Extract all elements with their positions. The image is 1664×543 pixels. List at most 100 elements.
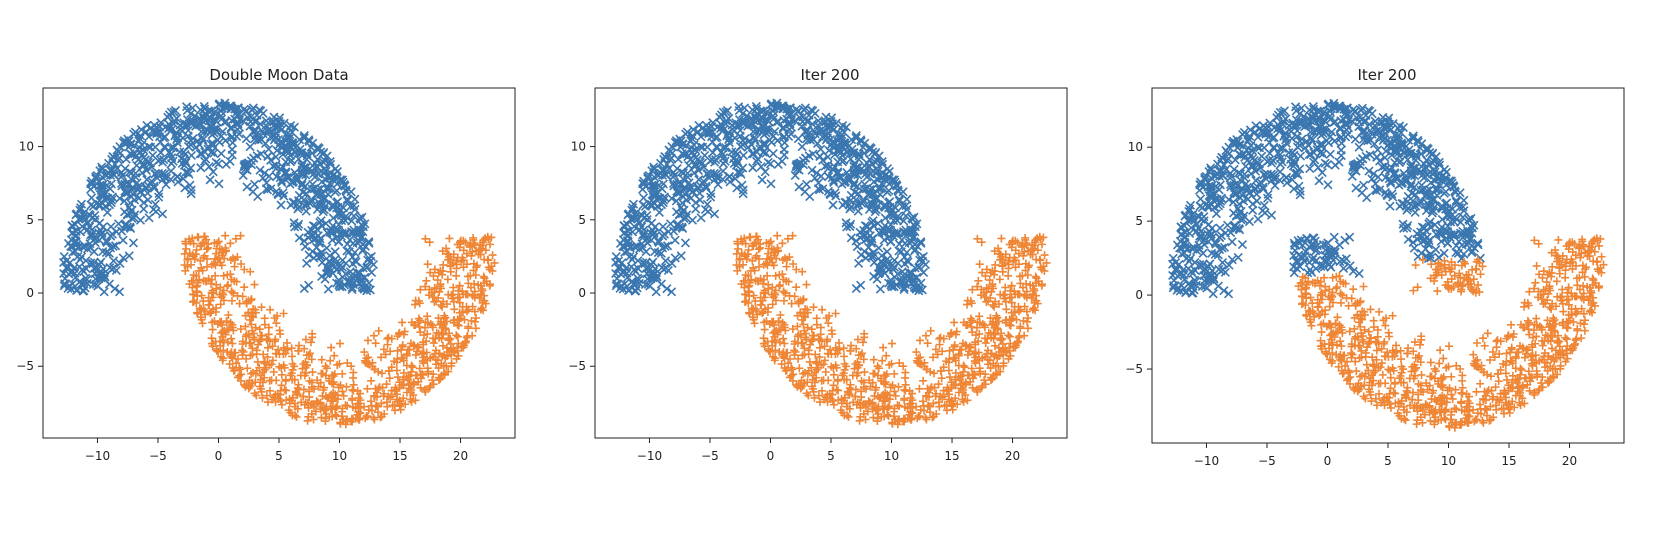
data-point: [755, 243, 764, 252]
data-point: [1183, 264, 1193, 274]
data-point: [120, 179, 130, 189]
data-point: [130, 195, 140, 205]
data-point: [299, 200, 309, 210]
data-point: [293, 221, 303, 232]
data-point: [328, 213, 338, 223]
data-point: [793, 134, 803, 144]
data-point: [304, 250, 314, 260]
data-point: [779, 296, 788, 305]
data-point: [878, 356, 887, 365]
data-point: [208, 325, 217, 334]
data-point: [133, 155, 143, 165]
data-point: [330, 254, 340, 264]
data-point: [696, 213, 706, 223]
data-point: [199, 101, 209, 111]
data-point: [91, 279, 101, 289]
data-point: [248, 127, 258, 137]
data-point: [486, 240, 495, 249]
data-point: [314, 238, 325, 248]
data-point: [882, 247, 892, 257]
data-point: [325, 157, 335, 167]
data-point: [214, 237, 223, 246]
data-point: [273, 190, 283, 200]
data-point: [337, 282, 347, 292]
data-point: [239, 160, 250, 170]
data-point: [452, 271, 461, 280]
data-point: [98, 247, 108, 257]
data-point: [828, 200, 838, 210]
data-point: [149, 183, 159, 193]
data-point: [324, 256, 334, 266]
data-point: [186, 185, 196, 195]
data-point: [156, 118, 166, 128]
data-point: [76, 199, 87, 209]
data-point: [245, 142, 255, 152]
data-point: [345, 201, 356, 212]
data-point: [712, 143, 722, 153]
data-point: [76, 227, 86, 237]
data-point: [330, 351, 339, 360]
data-point: [780, 339, 789, 348]
data-point: [275, 119, 286, 129]
data-point: [790, 170, 800, 180]
data-point: [332, 224, 342, 235]
data-point: [995, 275, 1004, 284]
data-point: [915, 384, 924, 393]
data-point: [302, 151, 312, 161]
data-point: [695, 195, 705, 205]
data-point: [974, 276, 983, 285]
data-point: [67, 242, 77, 252]
data-point: [154, 192, 164, 202]
data-point: [860, 368, 869, 377]
data-point: [902, 194, 912, 204]
x-tick-label: 0: [767, 449, 775, 463]
data-point: [226, 239, 235, 248]
data-point: [366, 251, 376, 262]
data-point: [333, 197, 343, 207]
data-point: [1431, 245, 1441, 255]
x-tick-label: 15: [392, 449, 407, 463]
data-point: [327, 228, 337, 238]
data-point: [1223, 220, 1233, 230]
data-point: [269, 368, 278, 377]
data-point: [136, 131, 146, 141]
data-point: [294, 154, 304, 164]
data-point: [279, 191, 289, 201]
x-tick-label: 5: [275, 449, 283, 463]
data-point: [363, 384, 372, 393]
data-point: [779, 150, 789, 160]
data-point: [216, 111, 226, 121]
data-point: [931, 345, 940, 354]
data-point: [166, 159, 177, 169]
data-point: [844, 412, 853, 421]
data-point: [1351, 183, 1361, 193]
data-point: [86, 243, 96, 253]
data-point: [347, 282, 357, 293]
data-point: [175, 147, 185, 157]
data-point: [242, 182, 252, 192]
data-point: [252, 346, 261, 355]
data-point: [778, 124, 788, 134]
data-point: [371, 339, 380, 348]
data-point: [266, 305, 275, 314]
data-point: [299, 284, 309, 294]
iter-200-middle-title: Iter 200: [800, 66, 859, 84]
data-point: [787, 371, 796, 380]
data-point: [812, 314, 821, 323]
data-point: [290, 222, 300, 232]
data-point: [816, 171, 826, 181]
data-point: [802, 280, 811, 289]
data-point: [187, 103, 198, 113]
data-point: [338, 272, 348, 282]
data-point: [882, 351, 891, 360]
data-point: [900, 394, 909, 403]
data-point: [266, 126, 276, 136]
data-point: [87, 193, 97, 203]
data-point: [69, 263, 79, 273]
data-point: [68, 221, 78, 231]
data-point: [829, 370, 838, 379]
data-point: [446, 334, 455, 343]
data-point: [298, 187, 308, 198]
